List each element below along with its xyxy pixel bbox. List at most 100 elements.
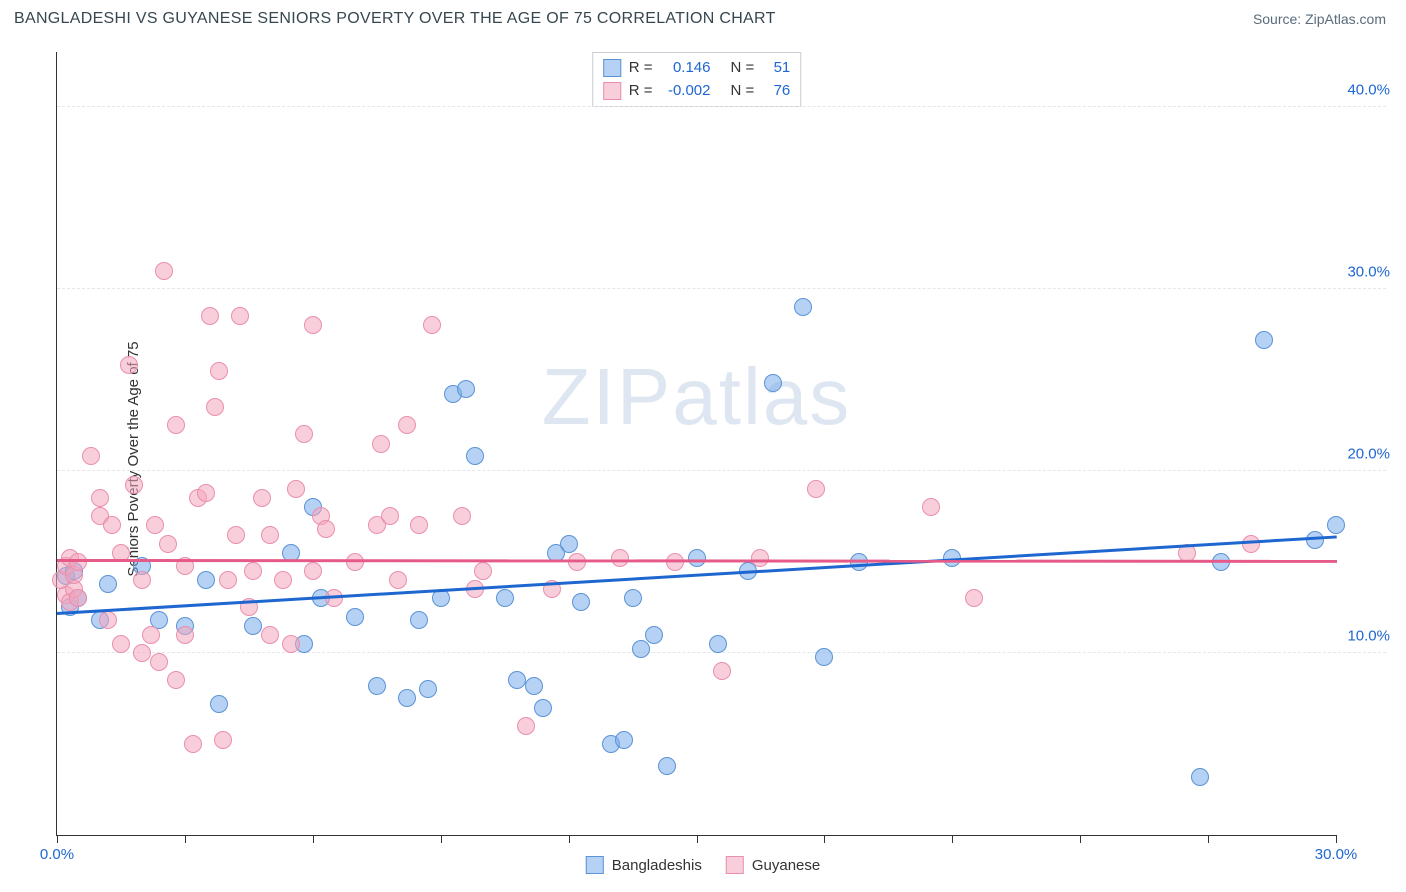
stat-r-label: R = bbox=[629, 80, 653, 103]
data-point bbox=[432, 589, 450, 607]
data-point bbox=[398, 416, 416, 434]
data-point bbox=[167, 416, 185, 434]
data-point bbox=[91, 489, 109, 507]
stat-n-label: N = bbox=[731, 57, 755, 80]
y-tick-label: 10.0% bbox=[1347, 627, 1390, 644]
x-tick bbox=[697, 835, 698, 843]
data-point bbox=[423, 316, 441, 334]
data-point bbox=[632, 640, 650, 658]
x-tick-label: 30.0% bbox=[1315, 846, 1358, 863]
legend-label: Guyanese bbox=[752, 857, 820, 874]
data-point bbox=[381, 507, 399, 525]
data-point bbox=[142, 626, 160, 644]
data-point bbox=[231, 307, 249, 325]
data-point bbox=[197, 571, 215, 589]
data-point bbox=[466, 447, 484, 465]
data-point bbox=[794, 298, 812, 316]
data-point bbox=[525, 677, 543, 695]
data-point bbox=[751, 549, 769, 567]
data-point bbox=[69, 589, 87, 607]
data-point bbox=[133, 644, 151, 662]
data-point bbox=[534, 699, 552, 717]
data-point bbox=[133, 571, 151, 589]
data-point bbox=[453, 507, 471, 525]
data-point bbox=[457, 380, 475, 398]
data-point bbox=[611, 549, 629, 567]
gridline bbox=[57, 106, 1386, 107]
stat-r-value: -0.002 bbox=[661, 80, 711, 103]
data-point bbox=[295, 425, 313, 443]
data-point bbox=[713, 662, 731, 680]
data-point bbox=[389, 571, 407, 589]
data-point bbox=[1242, 535, 1260, 553]
plot-region: ZIPatlas R =0.146N =51R =-0.002N =76 10.… bbox=[56, 52, 1336, 836]
x-tick bbox=[441, 835, 442, 843]
x-tick bbox=[185, 835, 186, 843]
data-point bbox=[69, 553, 87, 571]
data-point bbox=[103, 516, 121, 534]
legend-swatch bbox=[586, 856, 604, 874]
data-point bbox=[764, 374, 782, 392]
y-tick-label: 40.0% bbox=[1347, 81, 1390, 98]
data-point bbox=[112, 635, 130, 653]
bottom-legend: Bangladeshis Guyanese bbox=[586, 856, 820, 874]
data-point bbox=[1191, 768, 1209, 786]
data-point bbox=[219, 571, 237, 589]
data-point bbox=[658, 757, 676, 775]
stat-r-label: R = bbox=[629, 57, 653, 80]
y-tick-label: 30.0% bbox=[1347, 263, 1390, 280]
stats-row: R =0.146N =51 bbox=[603, 57, 791, 80]
data-point bbox=[287, 480, 305, 498]
x-tick bbox=[1080, 835, 1081, 843]
legend-swatch bbox=[603, 82, 621, 100]
stat-n-value: 51 bbox=[762, 57, 790, 80]
data-point bbox=[709, 635, 727, 653]
data-point bbox=[201, 307, 219, 325]
data-point bbox=[508, 671, 526, 689]
data-point bbox=[398, 689, 416, 707]
gridline bbox=[57, 288, 1386, 289]
data-point bbox=[99, 575, 117, 593]
data-point bbox=[419, 680, 437, 698]
x-tick-label: 0.0% bbox=[40, 846, 74, 863]
x-tick bbox=[952, 835, 953, 843]
data-point bbox=[474, 562, 492, 580]
data-point bbox=[146, 516, 164, 534]
stats-legend-box: R =0.146N =51R =-0.002N =76 bbox=[592, 52, 802, 107]
data-point bbox=[572, 593, 590, 611]
data-point bbox=[125, 476, 143, 494]
data-point bbox=[261, 626, 279, 644]
data-point bbox=[82, 447, 100, 465]
data-point bbox=[244, 562, 262, 580]
data-point bbox=[346, 553, 364, 571]
data-point bbox=[615, 731, 633, 749]
chart-header: BANGLADESHI VS GUYANESE SENIORS POVERTY … bbox=[0, 0, 1406, 34]
gridline bbox=[57, 652, 1386, 653]
data-point bbox=[206, 398, 224, 416]
chart-source: Source: ZipAtlas.com bbox=[1253, 11, 1386, 27]
data-point bbox=[244, 617, 262, 635]
data-point bbox=[227, 526, 245, 544]
data-point bbox=[645, 626, 663, 644]
x-tick bbox=[824, 835, 825, 843]
data-point bbox=[807, 480, 825, 498]
data-point bbox=[624, 589, 642, 607]
data-point bbox=[120, 356, 138, 374]
data-point bbox=[368, 677, 386, 695]
data-point bbox=[210, 695, 228, 713]
data-point bbox=[1327, 516, 1345, 534]
data-point bbox=[410, 611, 428, 629]
data-point bbox=[159, 535, 177, 553]
data-point bbox=[965, 589, 983, 607]
legend-swatch bbox=[603, 59, 621, 77]
chart-area: Seniors Poverty Over the Age of 75 ZIPat… bbox=[14, 40, 1392, 878]
data-point bbox=[261, 526, 279, 544]
data-point bbox=[99, 611, 117, 629]
data-point bbox=[304, 562, 322, 580]
x-tick bbox=[313, 835, 314, 843]
legend-item: Bangladeshis bbox=[586, 856, 702, 874]
gridline bbox=[57, 470, 1386, 471]
data-point bbox=[922, 498, 940, 516]
data-point bbox=[155, 262, 173, 280]
x-tick bbox=[1336, 835, 1337, 843]
